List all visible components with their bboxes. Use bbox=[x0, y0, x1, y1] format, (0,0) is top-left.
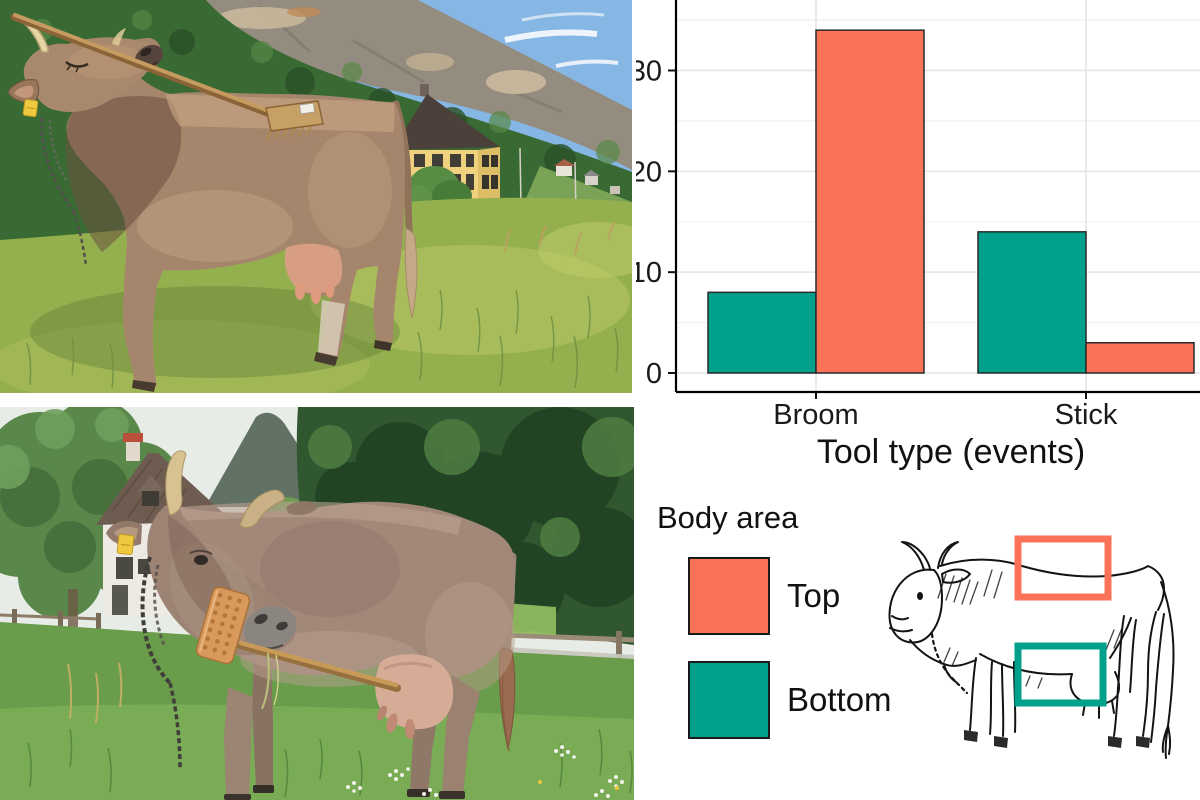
x-tick-label: Stick bbox=[1055, 399, 1118, 431]
x-tick-label: Broom bbox=[773, 399, 858, 431]
grass-wisp bbox=[261, 652, 270, 710]
cloud bbox=[504, 29, 598, 43]
grouped-bar-chart: Broom Stick 0 10 20 30 Tool type (events) bbox=[636, 0, 1200, 471]
legend-label-bottom: Bottom bbox=[787, 681, 892, 718]
y-tick-label: 30 bbox=[636, 56, 662, 88]
tail-switch bbox=[404, 227, 418, 319]
y-tick-label: 10 bbox=[636, 257, 662, 289]
photo-top-illustration bbox=[0, 0, 632, 393]
photo-cow-broom-on-back bbox=[0, 0, 632, 393]
x-axis-title: Tool type (events) bbox=[817, 433, 1085, 471]
horn-left bbox=[165, 450, 187, 516]
cow-shadow bbox=[30, 286, 400, 378]
legend-swatch-bottom bbox=[688, 661, 770, 739]
y-tick-label: 20 bbox=[636, 156, 662, 188]
legend-label-top: Top bbox=[787, 577, 841, 614]
photo-cow-brush-in-mouth bbox=[0, 407, 634, 800]
mountain bbox=[196, 0, 632, 170]
ear-tag bbox=[116, 533, 135, 555]
cow-line-drawing bbox=[888, 541, 1175, 759]
closed-eye bbox=[65, 60, 89, 68]
photo-bottom-illustration bbox=[0, 407, 634, 800]
bar-stick-bottom bbox=[977, 231, 1087, 374]
legend-item-bottom: Bottom bbox=[688, 661, 892, 739]
hooves bbox=[964, 730, 1150, 748]
bar-broom-bottom bbox=[707, 291, 817, 374]
grass-blades bbox=[26, 289, 619, 389]
horn-right bbox=[239, 489, 285, 529]
yarrow-flowers bbox=[346, 745, 624, 798]
legend-body-area: Body area Top Bottom bbox=[657, 500, 892, 765]
cow-body-area-sketch bbox=[888, 535, 1175, 759]
y-tick-label: 0 bbox=[646, 358, 662, 390]
legend-swatch-top bbox=[688, 557, 770, 635]
udder bbox=[284, 243, 343, 294]
grouped-bar-chart-panel: Broom Stick 0 10 20 30 Tool type (events) bbox=[636, 0, 1200, 480]
neck-chain bbox=[40, 117, 76, 213]
legend-item-top: Top bbox=[688, 557, 892, 635]
brush-head bbox=[195, 586, 251, 665]
bar-broom-top bbox=[815, 29, 925, 374]
body-area-bottom-region bbox=[1014, 642, 1107, 707]
broom bbox=[10, 13, 324, 141]
cow-bottom-photo bbox=[106, 450, 517, 800]
brush-handle bbox=[236, 641, 401, 692]
neck-chain bbox=[140, 556, 172, 685]
bar-stick-top bbox=[1085, 342, 1195, 374]
udder bbox=[375, 654, 454, 730]
eye bbox=[194, 555, 208, 565]
dry-grass bbox=[504, 221, 616, 256]
body-area-top-region bbox=[1014, 535, 1112, 601]
legend-title: Body area bbox=[657, 500, 799, 535]
ear-tag bbox=[22, 99, 39, 118]
